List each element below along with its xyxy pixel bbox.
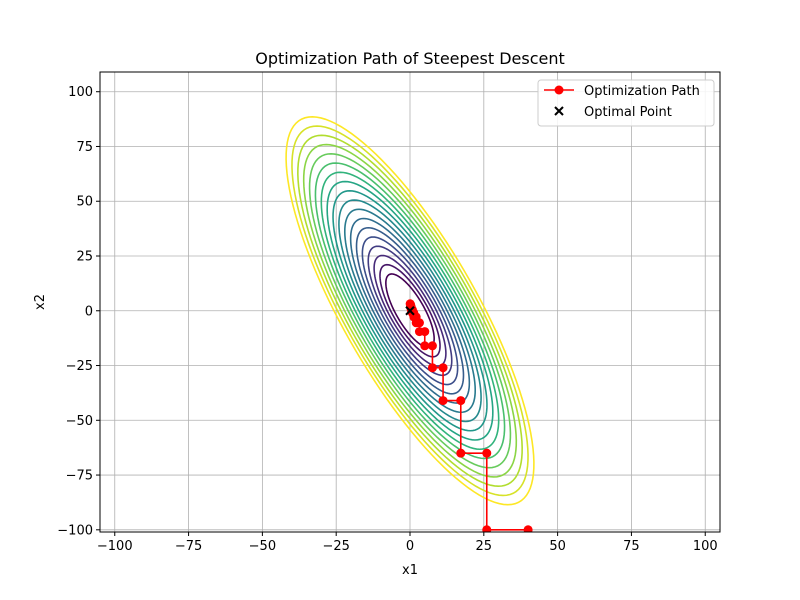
path-point bbox=[414, 327, 424, 337]
y-tick-label: −75 bbox=[66, 469, 93, 484]
path-point bbox=[420, 341, 430, 351]
path-point bbox=[523, 525, 533, 532]
x-tick-label: 25 bbox=[476, 539, 493, 554]
contour-plot bbox=[285, 116, 535, 506]
contour-level bbox=[379, 263, 441, 358]
legend: Optimization Path Optimal Point bbox=[537, 79, 715, 127]
optimization-path bbox=[405, 299, 533, 532]
optimal-point-marker bbox=[405, 306, 415, 316]
contour-level bbox=[302, 143, 518, 478]
contour-level bbox=[314, 162, 506, 460]
contour-level bbox=[297, 134, 523, 488]
contour-level bbox=[326, 180, 494, 441]
path-point bbox=[405, 299, 415, 309]
contour-level bbox=[291, 125, 529, 497]
x-tick-label: −75 bbox=[175, 539, 202, 554]
y-tick-label: 50 bbox=[76, 195, 93, 210]
optimal-point-stroke bbox=[405, 306, 415, 316]
contour-level bbox=[349, 217, 471, 404]
y-tick-label: −25 bbox=[66, 359, 93, 374]
contour-level bbox=[308, 152, 512, 469]
y-tick-label: 25 bbox=[76, 250, 93, 265]
x-axis-label: x1 bbox=[402, 563, 418, 578]
legend-path-marker bbox=[554, 85, 564, 95]
legend-x-marker bbox=[554, 106, 564, 116]
x-tick-label: −25 bbox=[322, 539, 349, 554]
y-tick-label: 0 bbox=[85, 304, 93, 319]
contour-level bbox=[332, 189, 488, 432]
path-point bbox=[427, 363, 437, 373]
contour-level bbox=[320, 171, 500, 451]
legend-box bbox=[537, 79, 715, 127]
y-tick-label: −50 bbox=[66, 414, 93, 429]
path-point bbox=[438, 396, 448, 406]
y-tick-label: 100 bbox=[68, 85, 93, 100]
chart-title: Optimization Path of Steepest Descent bbox=[255, 49, 565, 68]
legend-label-optimal: Optimal Point bbox=[584, 105, 672, 120]
legend-label-path: Optimization Path bbox=[584, 84, 700, 99]
path-point bbox=[456, 448, 466, 458]
x-tick-label: −100 bbox=[97, 539, 133, 554]
contour-level bbox=[343, 208, 477, 414]
contour-level bbox=[361, 236, 459, 386]
y-tick-label: −100 bbox=[57, 523, 93, 538]
path-point bbox=[482, 448, 492, 458]
x-tick-label: 75 bbox=[623, 539, 640, 554]
contour-level bbox=[367, 245, 453, 377]
y-tick-label: 75 bbox=[76, 140, 93, 155]
path-point bbox=[438, 363, 448, 373]
contour-level bbox=[373, 254, 447, 367]
path-point bbox=[427, 341, 437, 351]
x-tick-label: −50 bbox=[249, 539, 276, 554]
contour-level bbox=[338, 199, 482, 423]
contour-level bbox=[385, 273, 435, 349]
x-tick-label: 50 bbox=[549, 539, 566, 554]
path-point bbox=[482, 525, 492, 532]
contour-level bbox=[285, 116, 535, 506]
contour-level bbox=[355, 226, 465, 395]
y-ticks: −100 −75 −50 −25 0 25 50 75 100 bbox=[57, 85, 100, 538]
path-point bbox=[456, 396, 466, 406]
x-tick-label: 0 bbox=[406, 539, 414, 554]
x-ticks: −100 −75 −50 −25 0 25 50 75 100 bbox=[97, 532, 718, 554]
y-axis-label: x2 bbox=[33, 294, 48, 310]
x-tick-label: 100 bbox=[693, 539, 718, 554]
